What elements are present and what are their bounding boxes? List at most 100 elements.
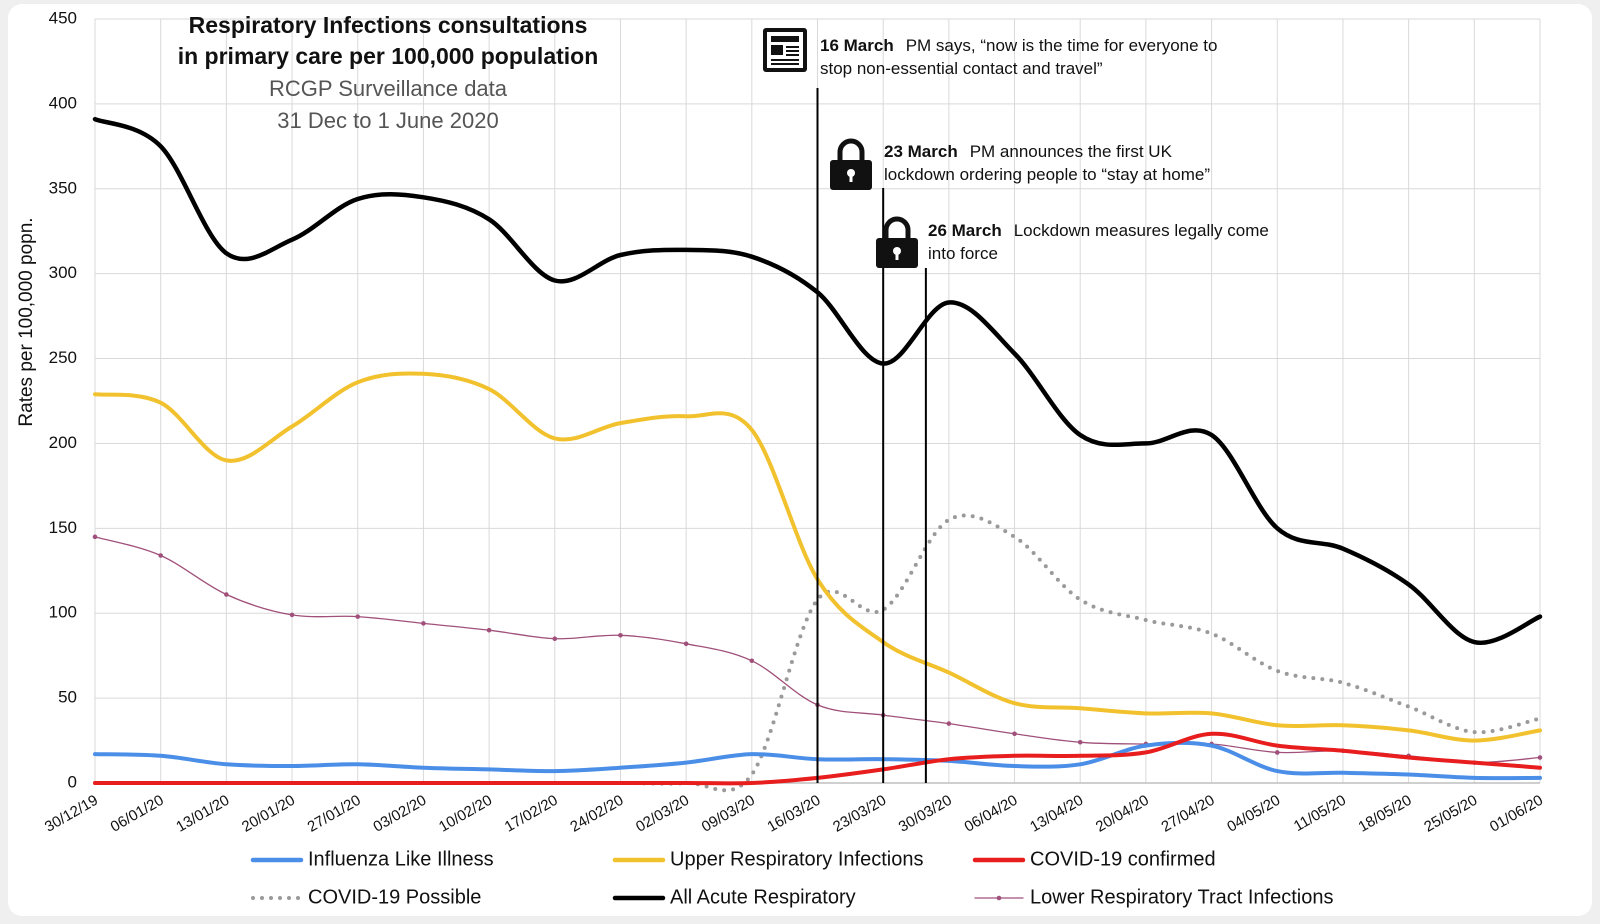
x-tick-label: 02/03/20 [633,792,692,836]
legend: Influenza Like Illness Upper Respiratory … [250,848,1333,908]
legend-label: Influenza Like Illness [308,848,494,870]
x-axis-ticks: 30/12/19 06/01/20 13/01/20 20/01/20 27/01/20… [42,792,1546,836]
newspaper-icon-textline [786,46,799,48]
data-point [486,627,492,633]
y-tick-label: 100 [49,603,77,622]
legend-label: COVID-19 confirmed [1030,848,1216,870]
data-point [289,612,295,618]
legend-item-covid-19-possible: COVID-19 Possible [251,886,481,908]
series-upper-respiratory-infections [93,371,1542,743]
y-tick-label: 450 [49,8,77,27]
event-date: 23 March [884,142,958,161]
lock-icon-keyhole [847,169,855,177]
x-tick-label: 03/02/20 [370,792,429,836]
lock-icon-keyhole [893,247,901,255]
legend-label: All Acute Respiratory [670,886,856,908]
lock-icon [830,138,872,190]
data-point [1012,731,1017,737]
data-point [946,721,952,726]
newspaper-icon-textline [771,59,799,61]
event-text-line-1: 23 March PM announces the first UK [884,142,1173,161]
x-tick-label: 24/02/20 [567,792,626,836]
data-point [749,658,755,664]
x-tick-label: 10/02/20 [436,792,495,836]
x-tick-label: 13/01/20 [173,792,232,836]
y-tick-label: 200 [49,433,77,452]
x-tick-label: 17/02/20 [502,792,561,836]
event-description: PM announces the first UK [970,142,1173,161]
event-description-line-2: lockdown ordering people to “stay at hom… [884,165,1210,184]
x-tick-label: 04/05/20 [1224,792,1283,836]
y-tick-label: 350 [49,178,77,197]
newspaper-icon-headline [771,36,799,42]
legend-swatch-marker [996,895,1002,901]
data-point [92,534,98,540]
legend-item-lower-respiratory-tract-infections: Lower Respiratory Tract Infections [974,886,1333,908]
data-point [355,614,361,619]
event-text-line-1: 16 March PM says, “now is the time for ev… [820,36,1218,55]
legend-item-covid-19-confirmed: COVID-19 confirmed [972,848,1216,870]
x-tick-label: 27/01/20 [305,792,364,836]
data-point [158,553,163,558]
event-26-march: 26 March Lockdown measures legally come in… [876,216,1269,783]
x-tick-label: 20/01/20 [239,792,298,836]
legend-label: COVID-19 Possible [308,886,481,908]
subtitle-line-1: RCGP Surveillance data [269,76,508,101]
y-axis-label: Rates per 100,000 popn. [16,217,37,426]
x-tick-label: 09/03/20 [699,792,758,836]
data-point [1537,755,1543,760]
subtitle-line-2: 31 Dec to 1 June 2020 [277,108,498,133]
x-tick-label: 06/01/20 [108,792,167,836]
newspaper-icon-textline [786,54,799,56]
data-point [1077,739,1083,745]
x-tick-label: 01/06/20 [1487,792,1546,836]
x-tick-label: 27/04/20 [1159,792,1218,836]
y-tick-label: 50 [58,688,77,707]
event-16-march: 16 March PM says, “now is the time for ev… [763,28,1218,783]
y-axis-ticks: 0 50 100 150 200 250 300 350 400 450 [49,8,77,791]
y-tick-label: 300 [49,263,77,282]
event-date: 26 March [928,221,1002,240]
newspaper-icon [763,28,807,72]
event-text-line-1: 26 March Lockdown measures legally come [928,221,1269,240]
legend-label: Upper Respiratory Infections [670,848,923,870]
series-all-acute-respiratory [92,116,1543,646]
data-point [683,641,689,647]
legend-label: Lower Respiratory Tract Infections [1030,886,1333,908]
series-line-upper-respiratory-infections [93,371,1542,743]
event-description: PM says, “now is the time for everyone t… [906,36,1218,55]
legend-item-all-acute-respiratory: All Acute Respiratory [612,886,856,908]
lock-icon-keyhole-slot [895,252,899,260]
x-tick-label: 25/05/20 [1421,792,1480,836]
event-date: 16 March [820,36,894,55]
legend-item-influenza-like-illness: Influenza Like Illness [250,848,494,870]
lock-icon-shackle [883,216,911,238]
event-description-line-2: stop non-essential contact and travel” [820,59,1103,78]
event-description-line-2: into force [928,244,998,263]
data-point [1274,750,1280,755]
x-tick-label: 16/03/20 [764,792,823,836]
x-tick-label: 11/05/20 [1291,792,1349,835]
y-tick-label: 150 [49,518,77,537]
data-point [224,592,229,597]
chart-title: Respiratory Infections consultations in … [178,12,599,133]
data-point [421,621,426,626]
x-tick-label: 20/04/20 [1093,792,1152,836]
x-tick-label: 13/04/20 [1027,792,1086,836]
data-point [552,636,558,641]
x-tick-label: 30/12/19 [42,792,101,836]
lock-icon [876,216,918,268]
y-tick-label: 0 [68,772,77,791]
x-tick-label: 23/03/20 [830,792,889,836]
title-line-1: Respiratory Infections consultations [189,12,588,38]
lock-icon-shackle [837,138,865,160]
newspaper-icon-textline [786,50,799,52]
lock-icon-keyhole-slot [849,174,853,182]
event-annotations: 16 March PM says, “now is the time for ev… [763,28,1269,783]
y-tick-label: 250 [49,348,77,367]
title-line-2: in primary care per 100,000 population [178,43,599,69]
series-line-all-acute-respiratory [92,116,1543,646]
x-tick-label: 18/05/20 [1356,792,1415,836]
event-description: Lockdown measures legally come [1014,221,1269,240]
